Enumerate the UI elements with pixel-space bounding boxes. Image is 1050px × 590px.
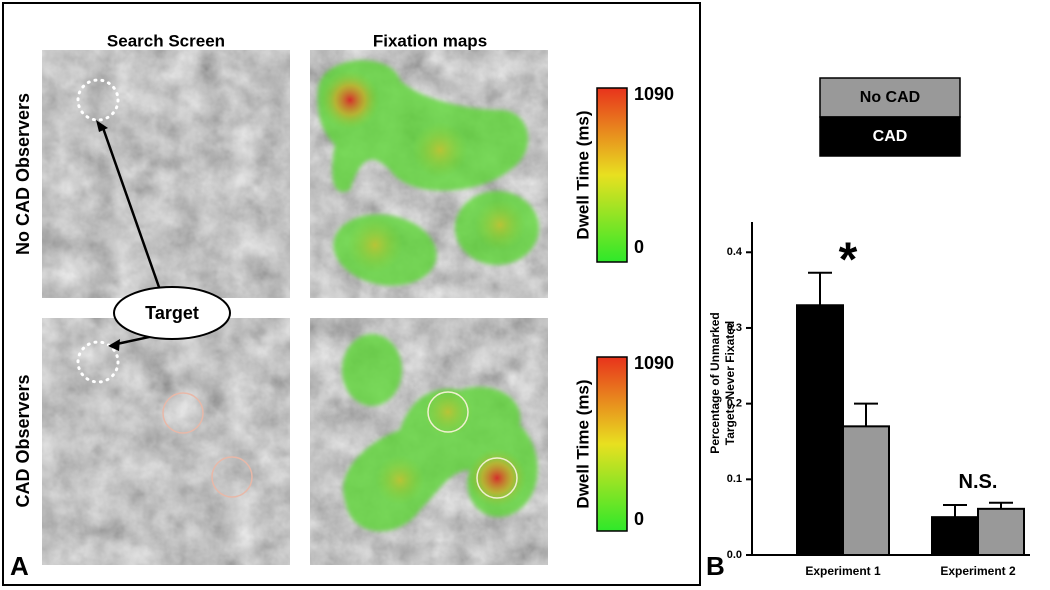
annotation: N.S. (959, 471, 998, 493)
y-tick-label: 0.3 (727, 322, 742, 334)
annotation: * (839, 233, 858, 286)
callout: Target (145, 303, 199, 323)
y-tick-label: 0.4 (727, 246, 743, 258)
bar (796, 304, 844, 556)
column-title: Search Screen (107, 31, 225, 50)
y-axis-label: Targets Never Fixated (723, 321, 737, 446)
target-markers (76, 78, 518, 499)
colorbar-min: 0 (634, 237, 644, 257)
row-title: CAD Observers (13, 374, 33, 507)
search-image (42, 318, 290, 565)
x-tick-label: Experiment 1 (805, 564, 881, 578)
legend-label: CAD (873, 128, 908, 145)
y-tick-label: 0.1 (727, 473, 742, 485)
column-title: Fixation maps (373, 31, 487, 50)
panel-a-frame (2, 2, 701, 586)
bar (977, 507, 1025, 556)
legend-swatch (819, 116, 961, 157)
colorbar-min: 0 (634, 509, 644, 529)
bar (931, 516, 979, 557)
colorbars (596, 87, 628, 532)
x-tick-label: Experiment 2 (940, 564, 1016, 578)
bar (842, 425, 890, 556)
legend-swatch (819, 77, 961, 118)
panel-letter: A (10, 551, 29, 581)
y-axis-label: Percentage of Unmarked (708, 312, 722, 453)
colorbar-label: Dwell Time (ms) (573, 379, 592, 508)
row-title: No CAD Observers (13, 93, 33, 255)
panel-letter: B (706, 551, 725, 581)
legend-label: No CAD (860, 89, 920, 106)
search-image (42, 50, 290, 298)
heat-spots (320, 70, 527, 508)
colorbar-max: 1090 (634, 84, 674, 104)
y-tick-label: 0.2 (727, 398, 742, 410)
bar-chart: 0.0 0.1 0.2 0.3 0.4 Percentage of Unmarked Tar… (708, 77, 1030, 578)
y-tick-label: 0.0 (727, 549, 742, 561)
colorbar-label: Dwell Time (ms) (573, 110, 592, 239)
colorbar-max: 1090 (634, 353, 674, 373)
